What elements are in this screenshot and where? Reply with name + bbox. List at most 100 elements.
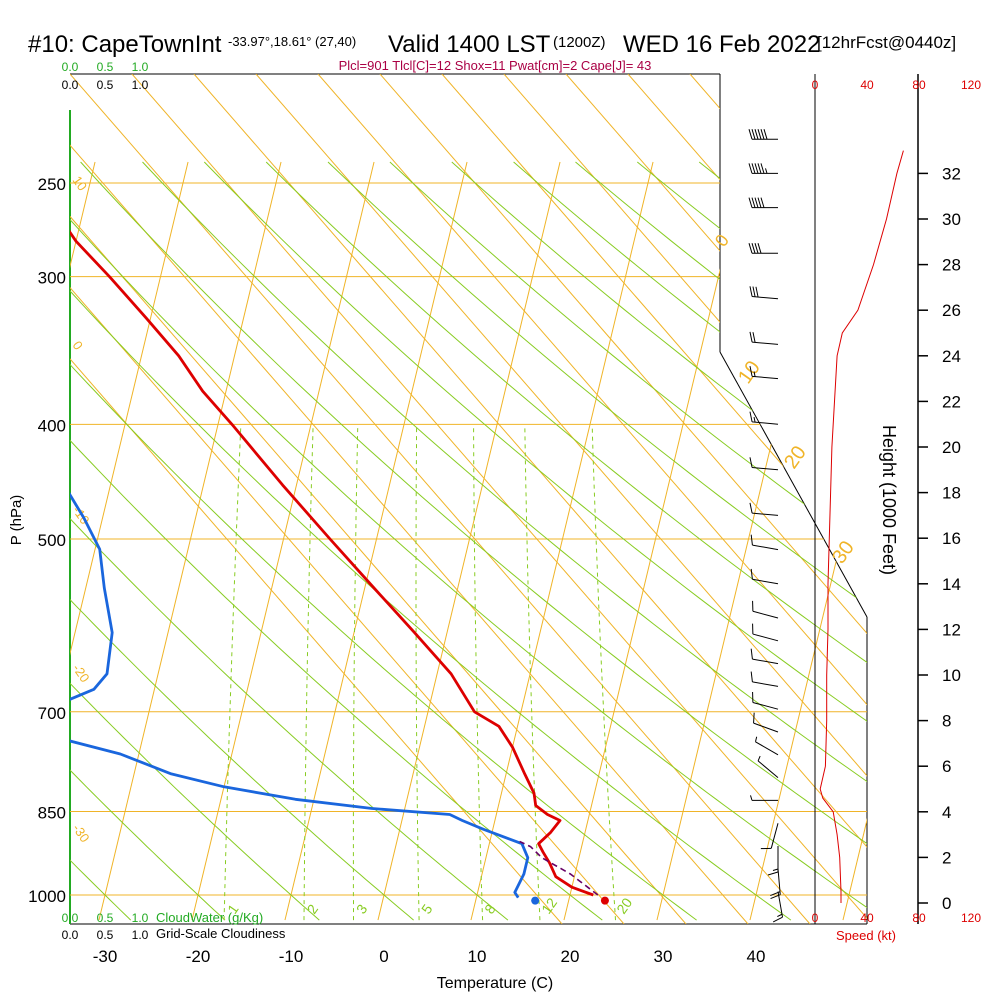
height-tick-label: 32: [942, 164, 961, 183]
wind-barb-shaft: [752, 658, 779, 665]
wind-barb-feather: [751, 197, 756, 208]
dry-adiabat-line: [451, 161, 867, 921]
wind-barb-feather: [755, 286, 759, 298]
surface-dewpoint-marker: [531, 896, 540, 905]
mixing-ratio-line: [415, 424, 420, 921]
wind-barb-feather: [749, 411, 753, 423]
wind-barb: [749, 331, 779, 345]
forecast-label: [12hrFcst@0440z]: [817, 33, 956, 52]
wind-barb-shaft: [752, 375, 779, 380]
mixing-ratio-label: 12: [538, 895, 560, 917]
mixing-ratio-label: 20: [613, 895, 635, 917]
wind-barb-half-feather: [753, 416, 756, 423]
sounding-traces: [70, 210, 599, 899]
speed-tick-label: 0: [812, 78, 819, 92]
mixing-ratio-line: [591, 424, 616, 921]
station-coords: -33.97°,18.61° (27,40): [228, 34, 356, 49]
wind-barb-shaft: [757, 760, 779, 778]
cloudwater-scale-top: 0.0 0.5 1.0: [62, 60, 149, 74]
pressure-tick-label: 500: [38, 531, 66, 550]
wind-barb-shaft: [752, 341, 779, 345]
wind-barb: [752, 623, 779, 642]
wind-barb: [749, 457, 779, 471]
dry-adiabat-line: [70, 161, 603, 921]
wind-barb-feather: [749, 286, 753, 297]
wind-barbs: [748, 129, 784, 923]
wind-barb-shaft: [770, 823, 779, 849]
wind-barb-shaft: [752, 467, 779, 471]
wind-barb-feather: [752, 286, 756, 297]
wind-barb: [750, 534, 779, 551]
wind-barb: [748, 243, 778, 254]
isotherm-line: [284, 161, 468, 921]
wind-barb-feather: [750, 648, 753, 660]
grid-diagonal: [813, 74, 867, 924]
dry-adiabat-line: [203, 161, 867, 921]
speed-tick-label: 40: [860, 911, 874, 925]
wind-barb-half-feather: [753, 371, 756, 377]
x-axis-title: Temperature (C): [437, 975, 553, 992]
wind-barb-feather: [748, 129, 753, 140]
pressure-tick-label: 1000: [28, 887, 66, 906]
scale-tick-label: 0.5: [97, 911, 114, 925]
plot-frame: [69, 73, 868, 925]
temperature-tick-label: 40: [747, 947, 766, 966]
dry-adiabat-line: [513, 161, 867, 921]
height-tick-label: 8: [942, 712, 951, 731]
dry-adiabat-line: [80, 161, 867, 921]
pressure-tick-label: 850: [38, 804, 66, 823]
isotherm-line: [0, 162, 2, 920]
isotherm-label: -30: [70, 821, 93, 845]
grid-diagonal: [751, 74, 867, 924]
wind-barb: [750, 795, 778, 801]
dry-adiabat-line: [70, 161, 509, 921]
wind-barb: [752, 692, 779, 710]
pressure-tick-label: 250: [38, 175, 66, 194]
wind-barb: [760, 823, 779, 850]
height-tick-label: 26: [942, 301, 961, 320]
temperature-tick-label: 30: [654, 947, 673, 966]
wind-barb: [750, 671, 779, 687]
wind-barb: [753, 712, 779, 733]
wind-barb-feather: [760, 129, 765, 140]
wind-barb-feather: [749, 366, 753, 377]
wind-barb: [749, 411, 779, 425]
wind-barb-feather: [751, 129, 756, 140]
wind-barb: [750, 568, 779, 585]
temperature-tick-label: 0: [379, 947, 388, 966]
wind-barb-feather: [767, 871, 779, 876]
wind-barb-shaft: [755, 741, 779, 756]
isotherm-line: [98, 161, 282, 921]
wind-barb-feather: [763, 129, 768, 140]
wind-barb-feather: [751, 243, 756, 254]
grid-diagonal: [70, 74, 811, 924]
wind-barb-feather: [754, 197, 759, 208]
mixing-ratio-label: 3: [353, 901, 371, 917]
wind-barb-shaft: [752, 633, 779, 642]
dewpoint-profile-line: [70, 212, 530, 899]
wind-barb-feather: [748, 197, 753, 208]
height-tick-label: 16: [942, 529, 961, 548]
wind-barb-feather: [772, 916, 783, 923]
scale-tick-label: 1.0: [132, 911, 149, 925]
isotherm-label: 10: [70, 173, 91, 193]
wind-barb-feather: [749, 331, 753, 343]
wind-barb-half-feather: [765, 168, 768, 174]
temperature-profile-line: [70, 210, 594, 897]
cloudiness-scale-bottom: 0.0 0.5 1.0: [62, 928, 149, 942]
mixing-ratio-line: [473, 424, 484, 921]
wind-barb-feather: [757, 197, 762, 208]
temperature-tick-label: -10: [279, 947, 304, 966]
scale-tick-label: 1.0: [132, 928, 149, 942]
speed-scale-top: 0 40 80 120: [812, 78, 982, 92]
speed-axis-label: Speed (kt): [836, 928, 896, 943]
grid-diagonal: [70, 74, 749, 924]
grid-diagonal: [255, 74, 867, 924]
scale-tick-label: 0.0: [62, 78, 79, 92]
temperature-tick-label: -30: [93, 947, 118, 966]
mixing-ratio-line: [524, 424, 541, 921]
pressure-tick-label: 700: [38, 704, 66, 723]
grid-diagonal: [503, 74, 867, 924]
temperature-tick-label: -20: [186, 947, 211, 966]
height-tick-label: 14: [942, 575, 961, 594]
